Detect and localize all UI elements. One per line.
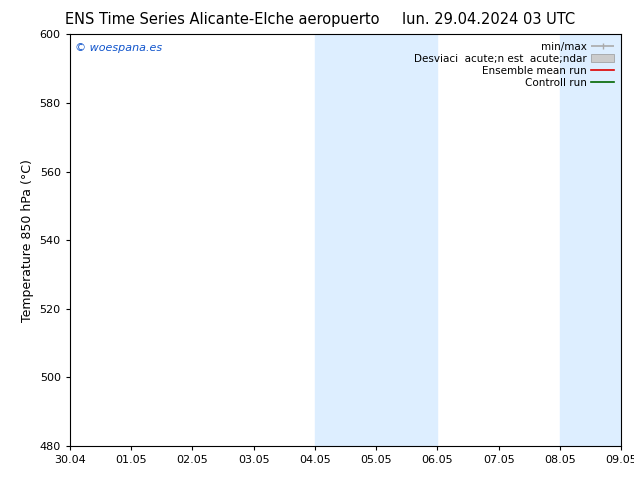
Bar — [315, 34, 437, 446]
Text: ENS Time Series Alicante-Elche aeropuerto: ENS Time Series Alicante-Elche aeropuert… — [65, 12, 379, 27]
Bar — [560, 34, 621, 446]
Legend: min/max, Desviaci  acute;n est  acute;ndar, Ensemble mean run, Controll run: min/max, Desviaci acute;n est acute;ndar… — [412, 40, 616, 90]
Text: © woespana.es: © woespana.es — [75, 43, 162, 52]
Text: lun. 29.04.2024 03 UTC: lun. 29.04.2024 03 UTC — [401, 12, 575, 27]
Y-axis label: Temperature 850 hPa (°C): Temperature 850 hPa (°C) — [21, 159, 34, 321]
